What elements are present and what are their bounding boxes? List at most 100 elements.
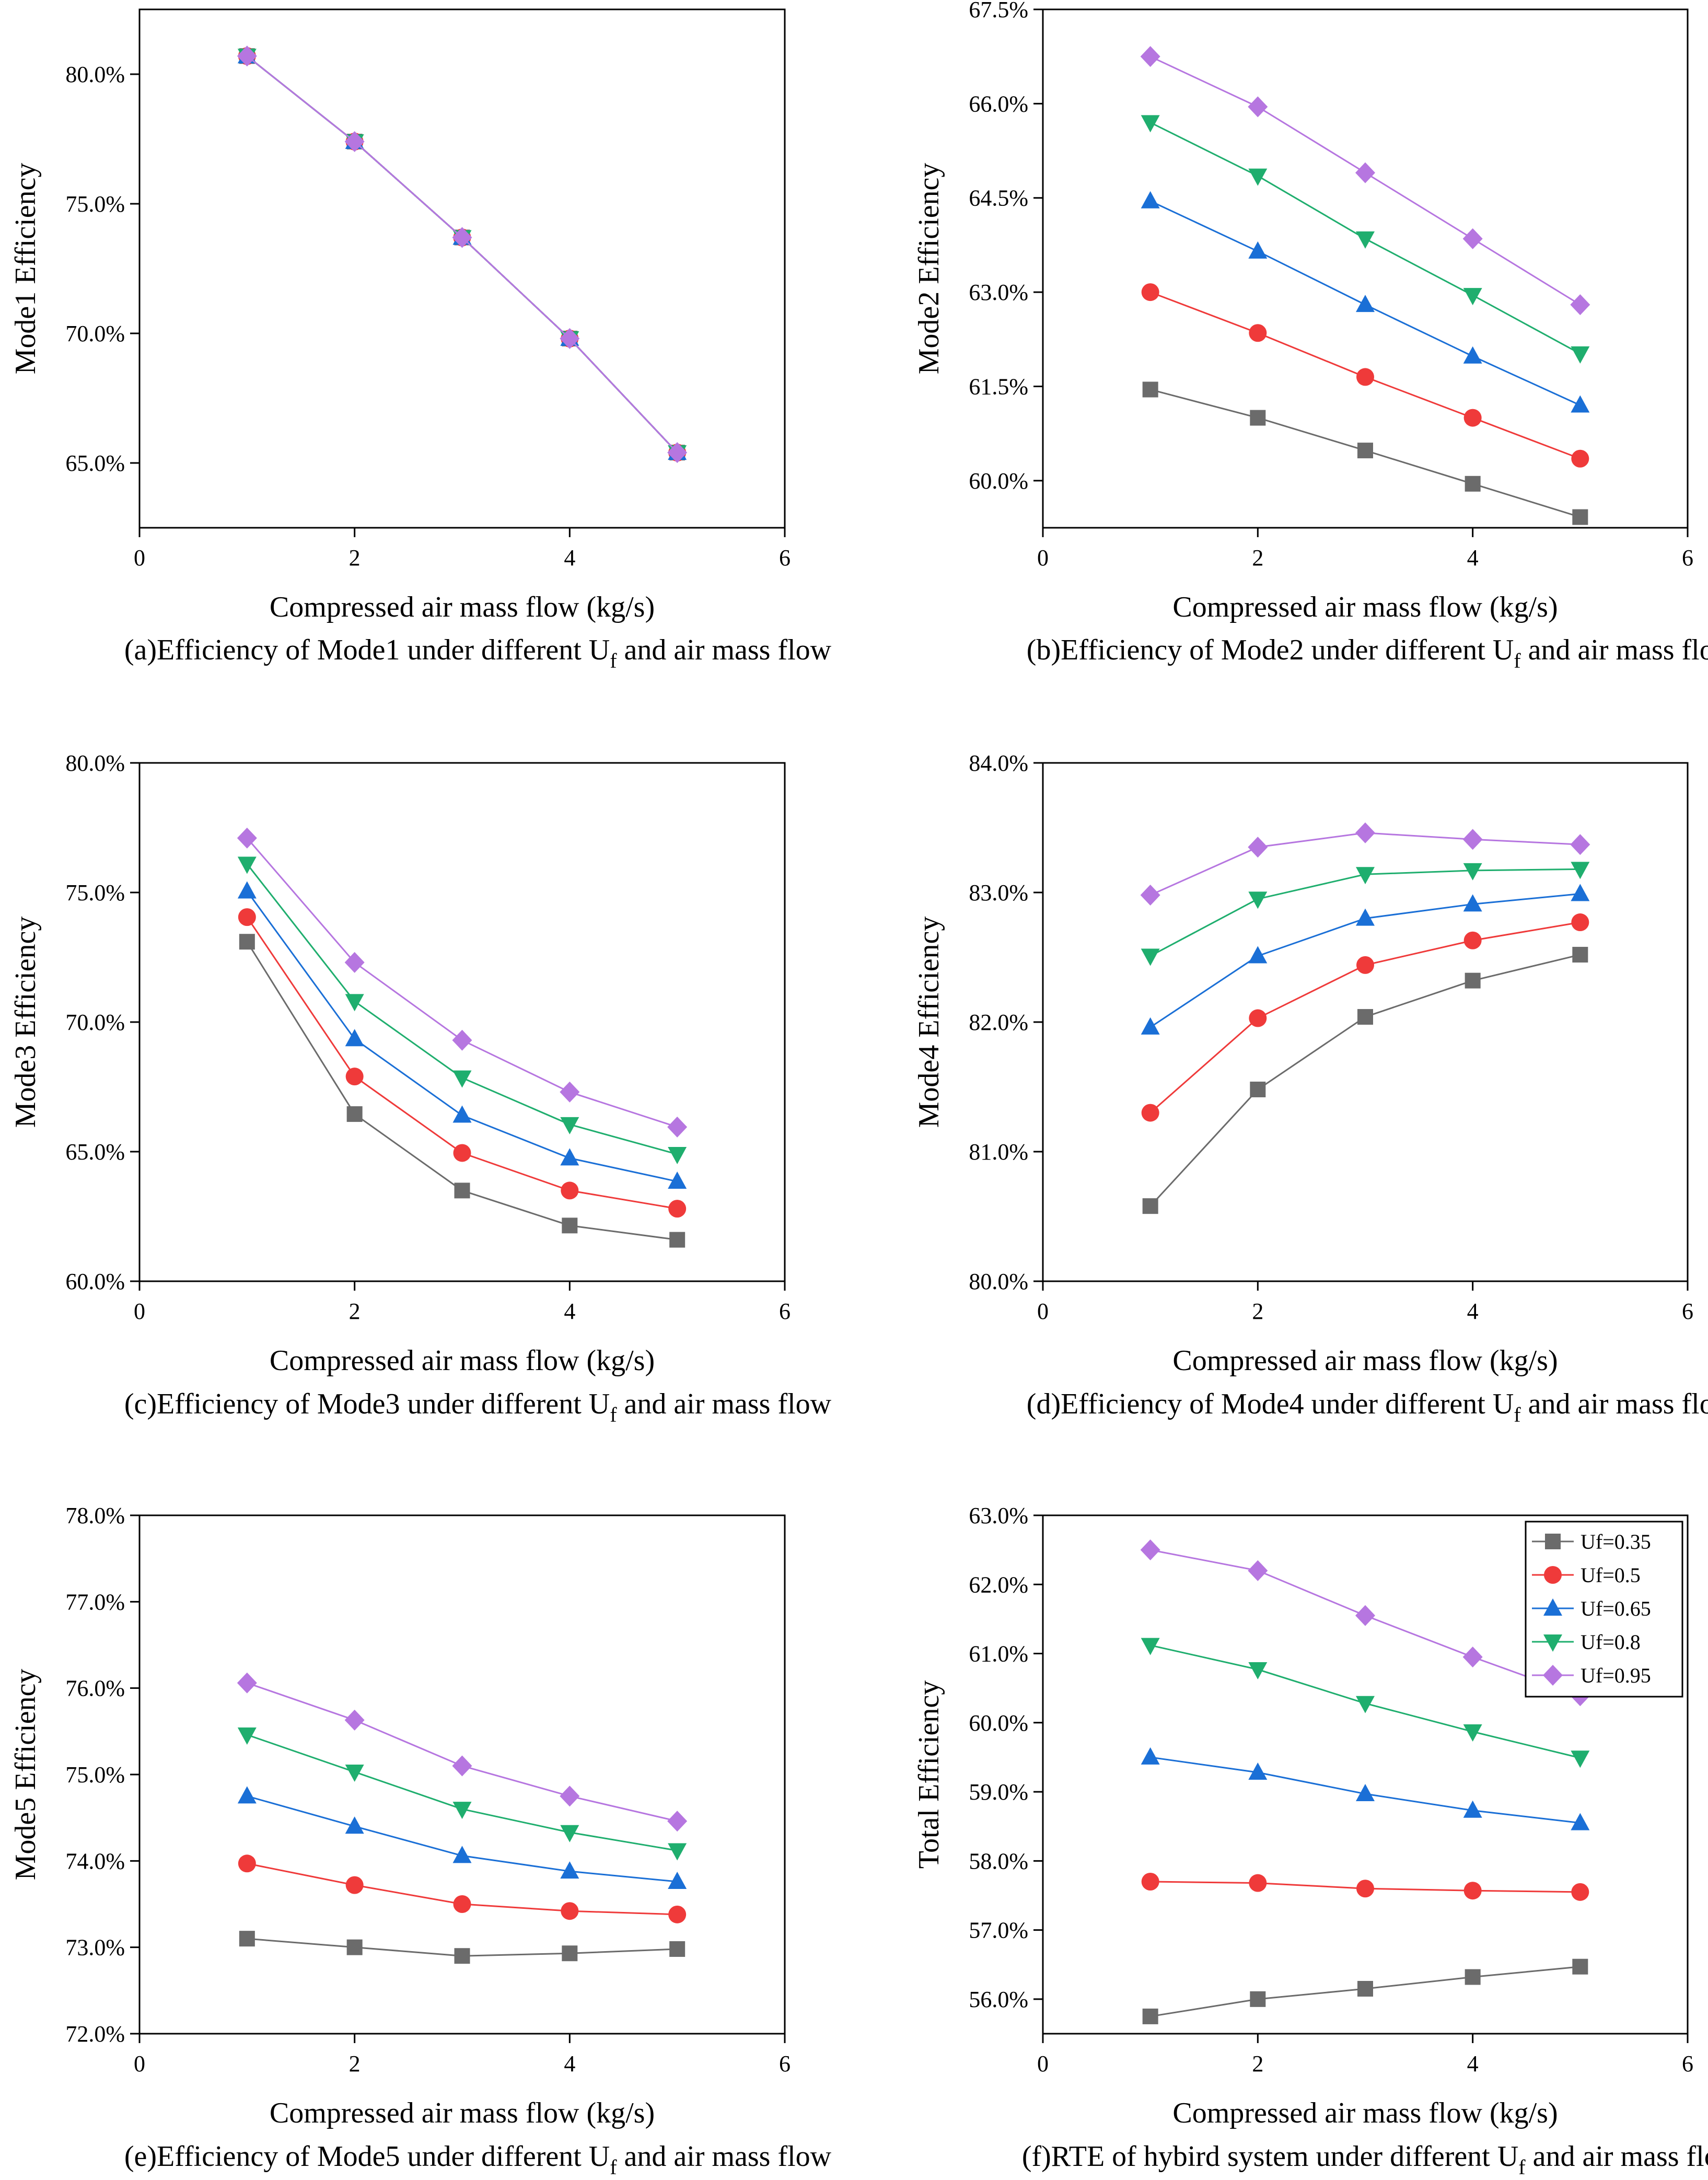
plot-frame bbox=[1042, 8, 1689, 529]
data-point bbox=[237, 856, 257, 874]
y-tick-label: 65.0% bbox=[65, 1139, 125, 1165]
data-point bbox=[1141, 1017, 1160, 1035]
data-point bbox=[1250, 1081, 1266, 1097]
data-point bbox=[1463, 1882, 1482, 1900]
x-axis-label: Compressed air mass flow (kg/s) bbox=[1172, 591, 1558, 623]
data-point bbox=[1463, 346, 1482, 364]
data-point bbox=[1571, 1813, 1590, 1830]
data-point bbox=[560, 328, 580, 349]
data-point bbox=[1248, 1662, 1268, 1679]
data-point bbox=[452, 1070, 472, 1088]
data-point bbox=[1140, 884, 1160, 906]
legend-item: Uf=0.95 bbox=[1532, 1664, 1651, 1687]
data-point bbox=[237, 1672, 257, 1694]
x-tick-label: 2 bbox=[1252, 2051, 1263, 2077]
x-tick-label: 0 bbox=[134, 1298, 145, 1324]
data-point bbox=[1248, 946, 1268, 964]
panel-caption: (e)Efficiency of Mode5 under different U… bbox=[124, 2140, 832, 2179]
x-tick-label: 6 bbox=[779, 2051, 791, 2077]
data-point bbox=[1249, 1009, 1267, 1027]
data-point bbox=[668, 1200, 687, 1218]
data-point bbox=[1465, 476, 1481, 492]
data-point bbox=[1142, 381, 1158, 398]
y-tick-label: 60.0% bbox=[65, 1269, 125, 1294]
data-point bbox=[1463, 863, 1482, 880]
data-point bbox=[1463, 1724, 1482, 1742]
data-point bbox=[1462, 228, 1483, 249]
y-axis-label: Mode1 Efficiency bbox=[9, 163, 42, 375]
data-point bbox=[1248, 1762, 1268, 1780]
x-tick-label: 4 bbox=[1467, 545, 1479, 571]
y-tick-label: 78.0% bbox=[65, 1503, 125, 1528]
y-axis-label: Mode5 Efficiency bbox=[9, 1669, 42, 1881]
y-tick-label: 72.0% bbox=[65, 2021, 125, 2047]
legend-marker bbox=[1545, 1534, 1561, 1549]
data-point bbox=[562, 1217, 578, 1234]
x-tick-label: 2 bbox=[1252, 545, 1263, 571]
y-tick-label: 70.0% bbox=[65, 1010, 125, 1035]
data-point bbox=[1142, 2008, 1158, 2024]
x-tick-label: 6 bbox=[1682, 1298, 1693, 1324]
data-point bbox=[1250, 1991, 1266, 2007]
data-point bbox=[668, 1843, 687, 1861]
plot-frame bbox=[138, 762, 786, 1282]
y-axis-label: Mode4 Efficiency bbox=[913, 917, 945, 1128]
x-axis-label: Compressed air mass flow (kg/s) bbox=[1172, 2097, 1558, 2129]
data-point bbox=[452, 1105, 472, 1123]
legend-marker bbox=[1543, 1665, 1563, 1686]
data-point bbox=[561, 1902, 579, 1920]
y-tick-label: 81.0% bbox=[969, 1139, 1028, 1165]
data-point bbox=[1356, 368, 1374, 386]
data-point bbox=[344, 131, 365, 152]
data-point bbox=[345, 1068, 364, 1086]
data-point bbox=[453, 1144, 471, 1162]
y-tick-label: 60.0% bbox=[969, 1710, 1028, 1736]
x-axis-label: Compressed air mass flow (kg/s) bbox=[1172, 1344, 1558, 1377]
data-point bbox=[668, 1905, 687, 1923]
x-tick-label: 4 bbox=[564, 545, 575, 571]
data-point bbox=[668, 1146, 687, 1164]
data-point bbox=[345, 994, 364, 1012]
data-point bbox=[1462, 829, 1483, 850]
data-point bbox=[345, 1029, 364, 1047]
plot-frame bbox=[138, 8, 786, 529]
legend-label: Uf=0.5 bbox=[1581, 1563, 1641, 1587]
data-point bbox=[345, 1765, 364, 1782]
data-point bbox=[562, 1945, 578, 1962]
x-tick-label: 0 bbox=[1037, 1298, 1049, 1324]
x-tick-label: 4 bbox=[1467, 1298, 1479, 1324]
data-point bbox=[1571, 449, 1589, 468]
y-tick-label: 84.0% bbox=[969, 750, 1028, 776]
data-point bbox=[1356, 1784, 1375, 1802]
data-point bbox=[1141, 1638, 1160, 1655]
series-line-Uf-0.35 bbox=[1149, 954, 1581, 1207]
data-point bbox=[1357, 1009, 1373, 1025]
data-point bbox=[1249, 1874, 1267, 1892]
x-tick-label: 4 bbox=[564, 1298, 575, 1324]
data-point bbox=[1140, 46, 1160, 67]
data-point bbox=[1462, 1646, 1483, 1668]
data-point bbox=[237, 1786, 257, 1804]
legend-item: Uf=0.35 bbox=[1532, 1530, 1651, 1553]
y-tick-label: 61.5% bbox=[969, 374, 1028, 399]
x-tick-label: 4 bbox=[1467, 2051, 1479, 2077]
legend-item: Uf=0.8 bbox=[1532, 1630, 1641, 1654]
data-point bbox=[668, 1172, 687, 1189]
panel-caption: (b)Efficiency of Mode2 under different U… bbox=[1027, 634, 1708, 672]
data-point bbox=[667, 1811, 688, 1832]
chart-panel-f: 0 2 4 6 56.0% 57.0% 58.0% 59.0% 60.0% 61.0% 62.0% 6… bbox=[913, 1503, 1708, 2179]
x-tick-label: 6 bbox=[779, 1298, 791, 1324]
data-point bbox=[1141, 948, 1160, 966]
y-tick-label: 80.0% bbox=[65, 750, 125, 776]
data-point bbox=[1572, 947, 1588, 963]
x-tick-label: 0 bbox=[1037, 545, 1049, 571]
y-tick-label: 82.0% bbox=[969, 1010, 1028, 1035]
data-point bbox=[1570, 834, 1590, 855]
data-point bbox=[1571, 862, 1590, 879]
x-tick-label: 0 bbox=[1037, 2051, 1049, 2077]
data-point bbox=[1463, 409, 1482, 427]
data-point bbox=[560, 1785, 580, 1807]
chart-panel-e: 0 2 4 6 72.0% 73.0% 74.0% 75.0% 76.0% 77.0% 78.0% C… bbox=[9, 1503, 832, 2179]
y-tick-label: 70.0% bbox=[65, 321, 125, 346]
